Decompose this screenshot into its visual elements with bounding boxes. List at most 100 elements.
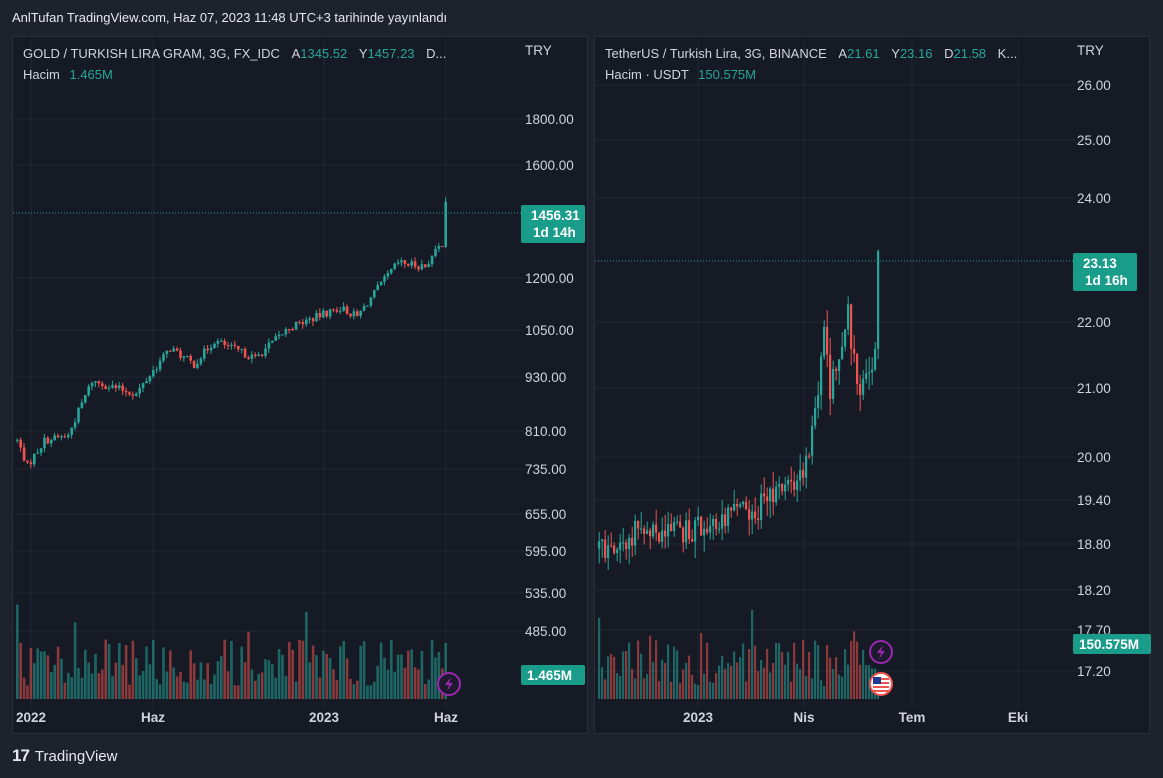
gold-try-chart[interactable]: TRY 1800.00 1600.00 1200.00 1050.00 930.00 810… <box>13 37 589 735</box>
volume-value: 1.465M <box>69 67 113 82</box>
volume-bar <box>417 669 420 699</box>
volume-bar <box>60 658 63 699</box>
volume-bar <box>379 642 383 699</box>
grid-lines <box>13 37 523 709</box>
candle-body <box>814 408 817 426</box>
us-flag-icon[interactable] <box>869 672 893 696</box>
candle-body <box>613 545 616 554</box>
volume-bar <box>118 643 121 699</box>
volume-bar <box>856 641 859 699</box>
legend-key-a: A <box>838 46 848 61</box>
volume-bar <box>390 639 393 699</box>
volume-bar <box>342 640 345 699</box>
candle-body <box>637 520 640 529</box>
volume-bar <box>661 659 664 699</box>
candle-body <box>826 326 829 355</box>
candle-body <box>847 304 850 330</box>
candle-body <box>172 348 175 352</box>
legend-value-y: 1457.23 <box>367 46 415 61</box>
legend-key-y: Y <box>891 46 900 61</box>
candle-body <box>808 455 811 457</box>
candle-body <box>730 507 733 511</box>
y-tick-label: 24.00 <box>1077 191 1111 206</box>
volume-bar <box>607 656 610 699</box>
volume-bar <box>601 667 604 699</box>
volume-bar <box>400 654 403 699</box>
last-price-tag-bg <box>521 205 585 243</box>
candle-body <box>148 376 152 382</box>
volume-bar <box>437 652 441 699</box>
volume-bar <box>724 668 727 699</box>
candle-body <box>616 549 619 554</box>
volume-bar <box>90 673 94 699</box>
last-price-value: 1456.31 <box>531 208 580 223</box>
candle-body <box>50 440 53 444</box>
candle-body <box>403 260 407 264</box>
volume-bar <box>104 639 107 699</box>
candle-body <box>393 263 396 270</box>
volume-bar <box>101 669 104 699</box>
volume-bar <box>70 677 73 699</box>
volume-bar <box>622 651 625 699</box>
candle-body <box>709 525 712 533</box>
candle-body <box>104 386 107 389</box>
candle-body <box>778 484 781 487</box>
candle-body <box>209 347 213 351</box>
candle-body <box>84 394 87 403</box>
lightning-bolt-icon[interactable] <box>437 672 461 696</box>
volume-bar <box>616 673 619 699</box>
usdt-try-chart-panel[interactable]: TRY 26.00 25.00 24.00 22.00 21.00 20.00 19.40 18… <box>594 36 1151 735</box>
candle-body <box>373 290 376 298</box>
volume-bar <box>352 684 356 699</box>
tradingview-footer[interactable]: 17 TradingView <box>12 746 117 766</box>
candle-body <box>383 276 386 282</box>
volume-bar <box>814 640 817 699</box>
lightning-bolt-shape <box>877 645 885 659</box>
candle-body <box>865 373 868 379</box>
candle-body <box>434 248 437 256</box>
candle-body <box>277 334 281 337</box>
usdt-try-chart[interactable]: TRY 26.00 25.00 24.00 22.00 21.00 20.00 19.40 18… <box>595 37 1151 735</box>
volume-bar <box>107 643 111 699</box>
candle-body <box>610 545 613 547</box>
volume-bar <box>688 655 691 699</box>
candle-body <box>284 329 288 335</box>
candle-body <box>697 516 700 521</box>
candle-body <box>294 321 298 330</box>
candle-body <box>230 344 233 346</box>
candle-body <box>679 521 682 528</box>
candle-body <box>745 501 748 510</box>
volume-bar <box>808 651 811 699</box>
volume-bar <box>145 646 148 699</box>
volume-bar <box>718 665 721 699</box>
volume-bar <box>373 681 376 699</box>
candle-body <box>673 521 676 532</box>
volume-bar <box>254 680 257 699</box>
candle-body <box>682 527 685 543</box>
candle-body <box>796 480 799 490</box>
candle-body <box>46 437 50 444</box>
volume-bar <box>121 664 124 699</box>
candle-body <box>339 310 342 312</box>
candle-body <box>871 369 874 373</box>
brand-name: TradingView <box>34 747 118 765</box>
candle-body <box>838 359 841 371</box>
volume-bar <box>274 677 277 699</box>
y-tick-label: 655.00 <box>525 507 566 522</box>
volume-bar <box>655 640 658 699</box>
y-tick-label: 21.00 <box>1077 381 1111 396</box>
volume-bar <box>135 658 138 699</box>
lightning-bolt-icon[interactable] <box>869 640 893 664</box>
volume-bar <box>29 648 33 699</box>
volume-bar <box>832 668 835 699</box>
candle-body <box>805 455 808 478</box>
candle-body <box>114 385 118 388</box>
volume-bar <box>670 681 673 699</box>
volume-bar <box>775 642 778 699</box>
volume-bar <box>778 643 781 699</box>
legend-key-d: D... <box>426 46 447 61</box>
candle-body <box>781 484 784 492</box>
gold-try-chart-panel[interactable]: TRY 1800.00 1600.00 1200.00 1050.00 930.00 810… <box>12 36 588 734</box>
candle-body <box>311 318 315 322</box>
candle-body <box>97 381 101 384</box>
